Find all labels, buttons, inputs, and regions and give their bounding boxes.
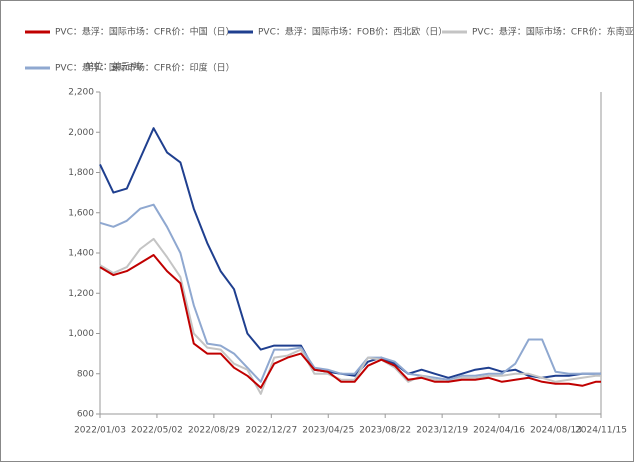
series-line: [99, 254, 601, 389]
legend-label: PVC：悬浮：国际市场：FOB价：西北欧（日）: [258, 26, 447, 38]
y-tick-label: 2,200: [68, 88, 94, 98]
y-tick-label: 1,400: [68, 249, 94, 259]
x-tick-label: 2023/04/25: [302, 426, 354, 436]
y-tick-label: 600: [77, 410, 94, 420]
x-tick-label: 2022/01/03: [74, 426, 126, 436]
y-tick-label: 1,800: [68, 168, 94, 178]
x-tick-label: 2023/12/19: [416, 426, 468, 436]
y-unit: 单位：美元/吨: [85, 61, 142, 73]
y-tick-label: 1,200: [68, 289, 94, 299]
x-tick-label: 2022/12/27: [245, 426, 297, 436]
series-line: [99, 237, 601, 395]
y-tick-label: 1,600: [68, 208, 94, 218]
y-tick-label: 1,000: [68, 329, 94, 339]
y-tick-label: 2,000: [68, 128, 94, 138]
x-tick-label: 2023/08/22: [359, 426, 411, 436]
x-tick-label: 2024/04/16: [473, 426, 525, 436]
series-line: [99, 127, 601, 379]
legend-label: PVC：悬浮：国际市场：CFR价：中国（日）: [55, 26, 235, 38]
series-line: [99, 203, 601, 383]
x-tick-label: 2024/08/13: [530, 426, 582, 436]
y-tick-label: 800: [77, 369, 94, 379]
legend-label: PVC：悬浮：国际市场：CFR价：东南亚（日）: [472, 26, 635, 38]
x-tick-label: 2022/08/29: [188, 426, 240, 436]
x-tick-label: 2022/05/02: [131, 426, 183, 436]
x-tick-label: 2024/11/15: [575, 426, 627, 436]
legend-label: PVC：悬浮：国际市场：CFR价：印度（日）: [55, 62, 235, 74]
